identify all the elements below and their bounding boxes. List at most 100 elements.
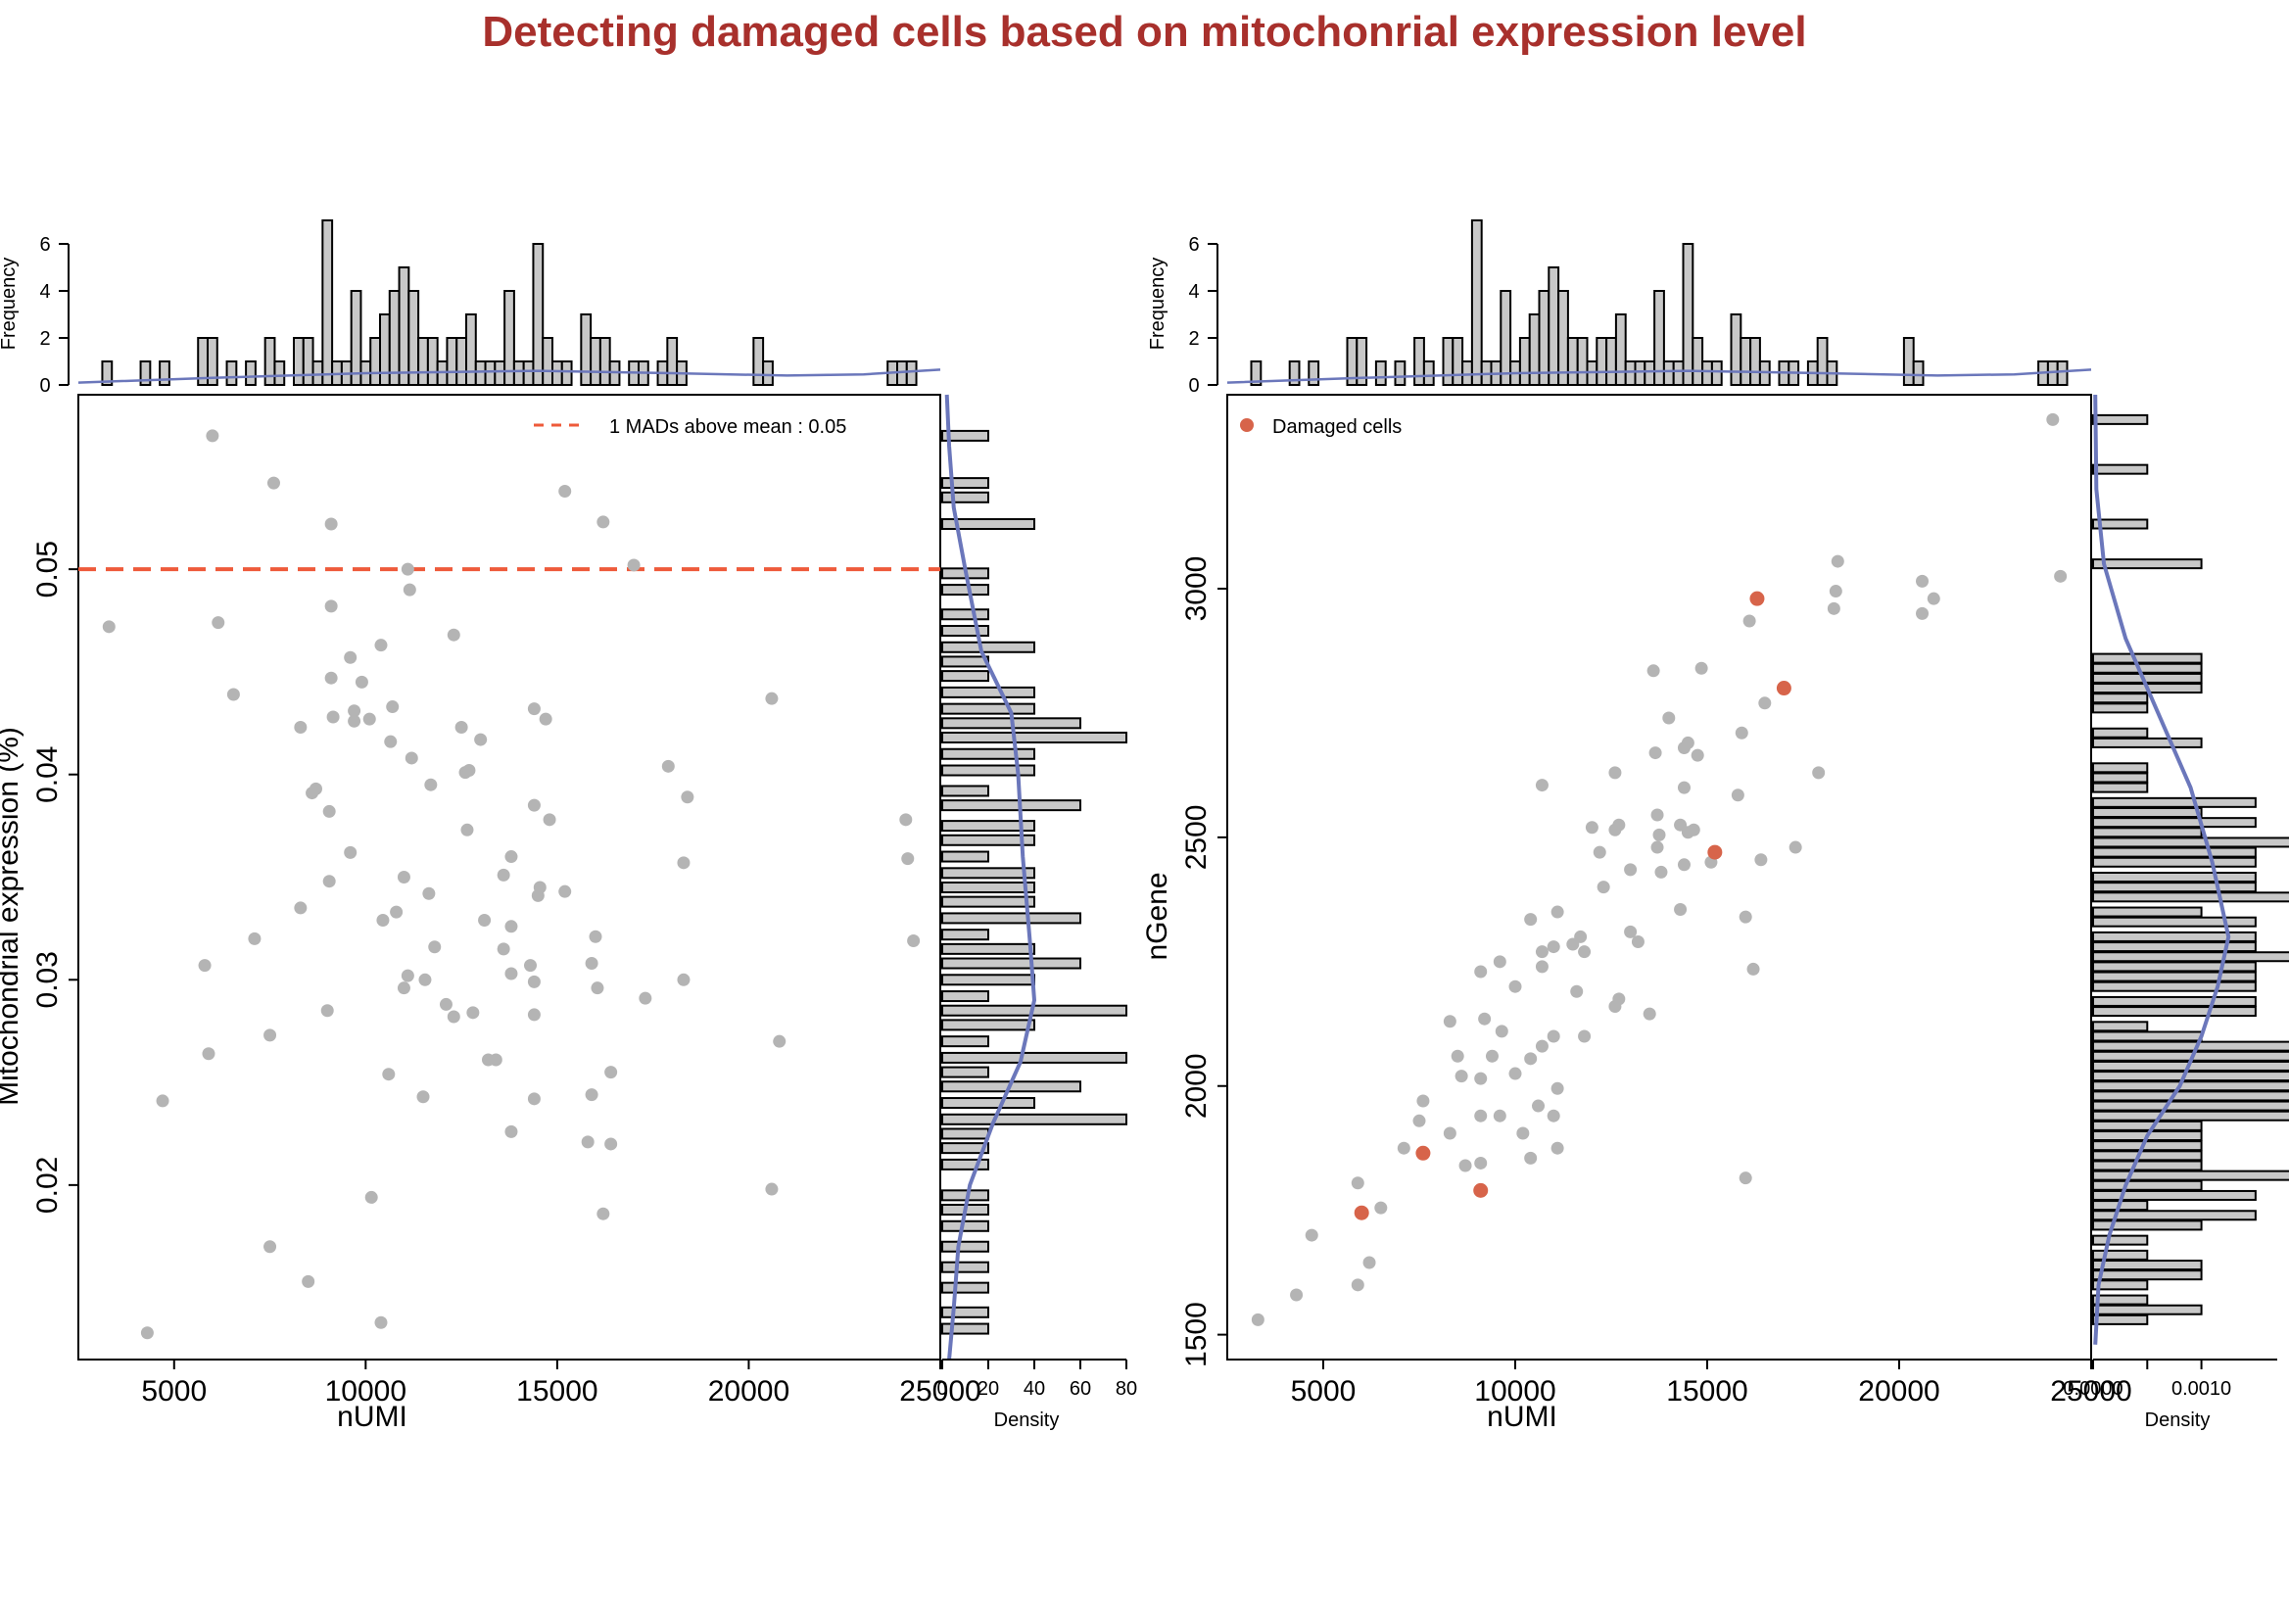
- scatter-point: [907, 933, 921, 947]
- top-hist-bar: [1518, 337, 1531, 386]
- scatter-point: [558, 884, 572, 898]
- side-hist-bar: [2092, 836, 2289, 848]
- scatter-point: [1650, 808, 1664, 822]
- scatter-point: [422, 886, 436, 900]
- side-hist-bar: [941, 702, 1035, 715]
- scatter-point: [309, 782, 322, 795]
- scatter-point: [364, 1190, 378, 1204]
- top-hist-bar: [321, 219, 334, 386]
- side-hist-bar: [2092, 652, 2203, 664]
- scatter-point: [627, 558, 641, 572]
- side-hist-bar: [2092, 951, 2289, 963]
- side-hist-bar: [941, 785, 989, 797]
- scatter-point: [1495, 1025, 1508, 1038]
- top-hist-bar: [1614, 313, 1627, 386]
- figure-title: Detecting damaged cells based on mitocho…: [482, 8, 1807, 56]
- side-hist-bar: [941, 850, 989, 863]
- scatter-point: [418, 973, 432, 986]
- side-hist-bar: [2092, 1080, 2289, 1092]
- top-hist-bar: [590, 337, 601, 386]
- top-density-curve: [77, 368, 941, 384]
- scatter-point: [1443, 1015, 1456, 1028]
- side-hist-bar: [2092, 931, 2257, 942]
- scatter-point: [504, 850, 518, 864]
- side-hist-bar: [2092, 672, 2203, 684]
- scatter-point: [405, 751, 418, 765]
- scatter-point: [1550, 1141, 1564, 1155]
- scatter-point: [497, 942, 510, 956]
- scatter-point: [212, 616, 225, 630]
- y-tick-label: 0.03: [31, 951, 64, 1008]
- side-hist-bar: [941, 1261, 989, 1273]
- y-tick-label: 3000: [1180, 556, 1213, 622]
- top-hist-bar: [207, 337, 218, 386]
- scatter-point: [348, 714, 361, 728]
- side-x-tick-label: 0: [936, 1378, 947, 1400]
- scatter-point: [386, 700, 400, 714]
- scatter-point: [1742, 614, 1756, 628]
- side-hist-bar: [2092, 796, 2257, 808]
- top-hist-bar: [293, 337, 305, 386]
- top-y-tick-label: 6: [1188, 234, 1199, 256]
- top-hist-bar: [417, 337, 429, 386]
- side-hist-bar: [941, 686, 1035, 698]
- scatter-point: [1454, 1070, 1468, 1083]
- top-hist-bar: [1308, 360, 1320, 386]
- scatter-point: [1624, 863, 1638, 877]
- scatter-point: [1677, 740, 1691, 754]
- side-hist-bar: [941, 1306, 989, 1318]
- x-axis-label: nUMI: [337, 1401, 407, 1433]
- scatter-point: [1570, 984, 1584, 998]
- side-hist-bar: [2092, 702, 2149, 714]
- side-hist-bar: [2092, 1210, 2257, 1221]
- side-hist-bar: [2092, 1219, 2203, 1231]
- top-hist-bar: [1662, 360, 1675, 386]
- scatter-point: [248, 931, 262, 945]
- top-hist-bar: [542, 337, 554, 386]
- scatter-point: [344, 650, 358, 664]
- scatter-point: [1597, 881, 1610, 894]
- side-hist-bar: [941, 518, 1035, 531]
- scatter-point: [1754, 853, 1768, 867]
- scatter-point: [604, 1066, 618, 1079]
- side-hist-bar: [2092, 827, 2203, 838]
- scatter-point: [1362, 1256, 1376, 1269]
- top-hist-bar: [1548, 266, 1560, 386]
- top-hist-bar: [1557, 290, 1569, 386]
- scatter-point: [1648, 746, 1662, 760]
- scatter-point: [1451, 1049, 1464, 1063]
- top-hist-bar: [302, 337, 314, 386]
- top-hist-bar: [311, 360, 324, 386]
- side-hist-bar: [2092, 1090, 2289, 1102]
- scatter-point: [531, 888, 545, 902]
- top-hist-bar: [1730, 313, 1742, 386]
- side-x-tick-label: 0.0010: [2171, 1378, 2231, 1400]
- top-hist-bar: [1394, 360, 1407, 386]
- scatter-point: [1631, 935, 1645, 949]
- top-hist-bar: [1644, 360, 1656, 386]
- scatter-point: [439, 997, 453, 1011]
- top-hist-bar: [1701, 360, 1713, 386]
- side-hist-bar: [2092, 662, 2203, 674]
- side-hist-bar: [941, 1066, 989, 1078]
- scatter-point: [1687, 823, 1700, 836]
- scatter-point: [1351, 1278, 1364, 1292]
- scatter-point: [1624, 925, 1638, 938]
- scatter-point: [1585, 821, 1598, 835]
- side-x-tick-label: 20: [978, 1378, 999, 1400]
- side-hist-bar: [941, 820, 1035, 833]
- top-hist-bar: [1749, 337, 1761, 386]
- side-hist-bar: [2092, 1021, 2149, 1032]
- scatter-point: [447, 1010, 460, 1024]
- top-hist-bar: [752, 337, 765, 386]
- top-hist-bar: [512, 360, 525, 386]
- scatter-point: [677, 856, 691, 870]
- side-hist-bar: [941, 764, 1035, 777]
- scatter-point: [1731, 788, 1744, 802]
- scatter-point: [397, 871, 410, 884]
- side-hist-bar: [941, 929, 989, 941]
- side-hist-bar: [2092, 806, 2203, 818]
- y-tick-label: 1500: [1180, 1302, 1213, 1367]
- scatter-point: [1827, 601, 1840, 615]
- top-hist-bar: [1576, 337, 1589, 386]
